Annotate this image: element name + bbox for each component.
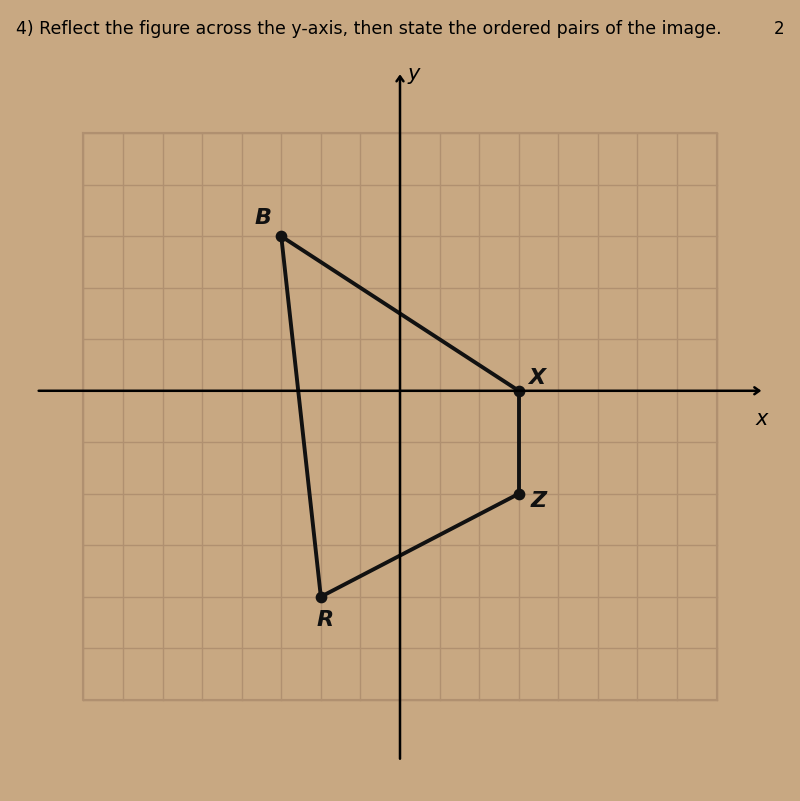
Text: R: R: [316, 610, 334, 630]
Point: [275, 230, 288, 243]
Point: [512, 487, 525, 500]
Text: X: X: [528, 368, 545, 388]
Text: 2: 2: [774, 20, 784, 38]
Text: y: y: [408, 64, 420, 84]
Point: [512, 384, 525, 397]
Text: Z: Z: [530, 492, 546, 512]
Text: B: B: [255, 208, 272, 228]
Point: [314, 590, 327, 603]
Text: x: x: [756, 409, 768, 429]
Text: 4) Reflect the figure across the y-axis, then state the ordered pairs of the ima: 4) Reflect the figure across the y-axis,…: [16, 20, 722, 38]
